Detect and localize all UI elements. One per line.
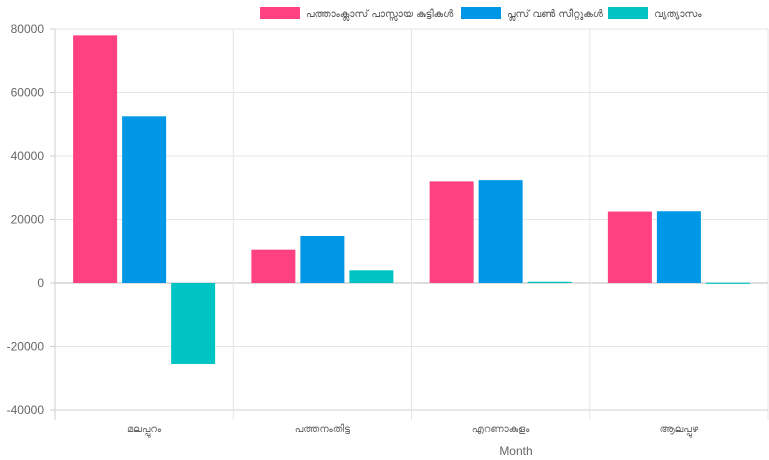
bar[interactable] [349, 270, 394, 283]
x-axis-categories: മലപ്പുറം പത്തനംതിട്ട എറണാകുളം ആലപ്പുഴ [127, 423, 699, 437]
y-tick-label: -20000 [7, 340, 45, 354]
y-tick-label: 40000 [11, 149, 45, 163]
bar[interactable] [705, 282, 750, 284]
x-category-label: മലപ്പുറം [127, 424, 162, 437]
x-category-label: ആലപ്പുഴ [660, 424, 699, 437]
bar[interactable] [300, 236, 345, 283]
bar[interactable] [73, 35, 118, 283]
bar[interactable] [122, 116, 167, 283]
y-tick-label: 80000 [11, 22, 45, 36]
bar[interactable] [251, 249, 296, 283]
bar[interactable] [171, 283, 216, 364]
bar[interactable] [607, 211, 652, 283]
y-tick-label: 0 [37, 276, 44, 290]
legend[interactable]: പത്താംക്ലാസ് പാസ്സായ കുട്ടികൾ പ്ലസ് വൺ സീ… [260, 7, 702, 21]
legend-swatch[interactable] [461, 7, 501, 19]
x-category-label: പത്തനംതിട്ട [295, 423, 350, 435]
bars [73, 35, 750, 364]
y-axis-ticks: 80000 60000 40000 20000 0 -20000 -40000 [7, 22, 45, 417]
y-tick-label: -40000 [7, 403, 45, 417]
legend-swatch[interactable] [608, 7, 648, 19]
y-tick-label: 60000 [11, 86, 45, 100]
legend-label[interactable]: പത്താംക്ലാസ് പാസ്സായ കുട്ടികൾ [306, 8, 454, 21]
bar[interactable] [656, 211, 701, 283]
legend-label[interactable]: വ്യത്യാസം [654, 9, 702, 20]
x-axis-title: Month [499, 444, 532, 458]
bar[interactable] [527, 281, 572, 283]
y-tick-label: 20000 [11, 213, 45, 227]
bar[interactable] [429, 181, 474, 283]
legend-label[interactable]: പ്ലസ് വൺ സീറ്റുകൾ [507, 8, 604, 21]
legend-swatch[interactable] [260, 7, 300, 19]
bar[interactable] [478, 180, 523, 283]
x-category-label: എറണാകുളം [472, 424, 530, 435]
